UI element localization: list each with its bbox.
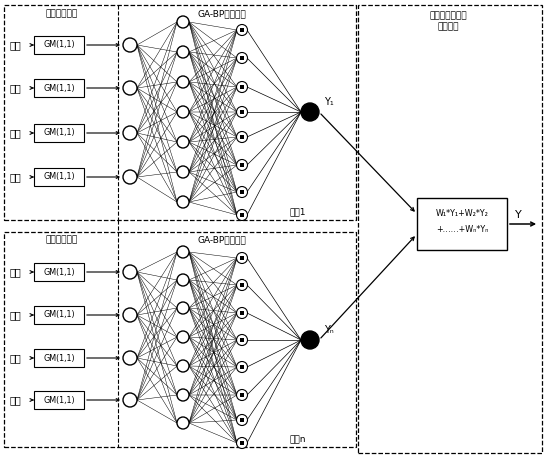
Circle shape bbox=[177, 76, 189, 88]
Text: GM(1,1): GM(1,1) bbox=[43, 173, 75, 181]
Circle shape bbox=[123, 393, 137, 407]
Text: GM(1,1): GM(1,1) bbox=[43, 40, 75, 49]
Circle shape bbox=[123, 170, 137, 184]
Text: 节点1: 节点1 bbox=[290, 207, 306, 217]
Circle shape bbox=[177, 246, 189, 258]
Bar bbox=[240, 441, 244, 445]
Text: +……+Wₙ*Yₙ: +……+Wₙ*Yₙ bbox=[436, 225, 488, 234]
Circle shape bbox=[177, 417, 189, 429]
Text: 光照: 光照 bbox=[10, 395, 22, 405]
Bar bbox=[34, 168, 84, 186]
Circle shape bbox=[236, 107, 247, 118]
Bar bbox=[240, 85, 244, 89]
Circle shape bbox=[177, 389, 189, 401]
Bar bbox=[240, 163, 244, 167]
Circle shape bbox=[236, 361, 247, 372]
Bar bbox=[240, 283, 244, 287]
Bar bbox=[4, 232, 356, 447]
Circle shape bbox=[236, 24, 247, 36]
Circle shape bbox=[177, 166, 189, 178]
Bar bbox=[240, 256, 244, 260]
Text: GA-BP神经网络: GA-BP神经网络 bbox=[197, 10, 246, 18]
Circle shape bbox=[236, 252, 247, 263]
Circle shape bbox=[236, 159, 247, 170]
Text: 光照: 光照 bbox=[10, 172, 22, 182]
Circle shape bbox=[236, 279, 247, 290]
Text: 温度: 温度 bbox=[10, 267, 22, 277]
Bar bbox=[358, 5, 542, 453]
Text: W₁*Y₁+W₂*Y₂: W₁*Y₁+W₂*Y₂ bbox=[435, 209, 488, 218]
Bar bbox=[34, 124, 84, 142]
Text: 多点氨气预测估: 多点氨气预测估 bbox=[429, 11, 467, 21]
Circle shape bbox=[301, 103, 319, 121]
Bar bbox=[34, 349, 84, 367]
Bar bbox=[240, 311, 244, 315]
Circle shape bbox=[236, 307, 247, 318]
Bar bbox=[34, 391, 84, 409]
Circle shape bbox=[236, 437, 247, 448]
Text: GM(1,1): GM(1,1) bbox=[43, 311, 75, 320]
Circle shape bbox=[177, 46, 189, 58]
Text: GA-BP神经网络: GA-BP神经网络 bbox=[197, 235, 246, 245]
Bar bbox=[240, 110, 244, 114]
Text: Y: Y bbox=[515, 210, 522, 220]
Text: 灰色预测模型: 灰色预测模型 bbox=[46, 10, 78, 18]
Bar bbox=[240, 56, 244, 60]
Bar bbox=[34, 79, 84, 97]
Circle shape bbox=[236, 131, 247, 142]
Circle shape bbox=[236, 82, 247, 93]
Circle shape bbox=[177, 274, 189, 286]
Text: 温度: 温度 bbox=[10, 40, 22, 50]
Bar bbox=[240, 365, 244, 369]
Circle shape bbox=[123, 38, 137, 52]
Circle shape bbox=[236, 209, 247, 220]
Bar bbox=[240, 190, 244, 194]
Text: Y₁: Y₁ bbox=[324, 97, 334, 107]
Circle shape bbox=[301, 331, 319, 349]
Bar bbox=[34, 306, 84, 324]
Circle shape bbox=[236, 334, 247, 345]
Bar bbox=[240, 135, 244, 139]
Bar bbox=[240, 213, 244, 217]
Text: 气流: 气流 bbox=[10, 353, 22, 363]
Text: GM(1,1): GM(1,1) bbox=[43, 396, 75, 404]
Circle shape bbox=[236, 53, 247, 64]
Text: 节点n: 节点n bbox=[290, 436, 306, 445]
Circle shape bbox=[177, 106, 189, 118]
Bar bbox=[240, 28, 244, 32]
Text: GM(1,1): GM(1,1) bbox=[43, 267, 75, 277]
Text: GM(1,1): GM(1,1) bbox=[43, 83, 75, 93]
Text: Yₙ: Yₙ bbox=[324, 325, 334, 335]
Circle shape bbox=[177, 302, 189, 314]
Text: GM(1,1): GM(1,1) bbox=[43, 354, 75, 362]
Circle shape bbox=[123, 308, 137, 322]
Bar bbox=[240, 418, 244, 422]
Text: 融合模型: 融合模型 bbox=[437, 22, 459, 32]
Text: 灰估预测模型: 灰估预测模型 bbox=[46, 235, 78, 245]
Bar bbox=[417, 198, 507, 250]
Text: 气流: 气流 bbox=[10, 128, 22, 138]
Bar bbox=[240, 393, 244, 397]
Circle shape bbox=[177, 331, 189, 343]
Circle shape bbox=[177, 136, 189, 148]
Circle shape bbox=[123, 265, 137, 279]
Circle shape bbox=[177, 360, 189, 372]
Bar bbox=[34, 36, 84, 54]
Bar bbox=[34, 263, 84, 281]
Circle shape bbox=[177, 16, 189, 28]
Bar bbox=[240, 338, 244, 342]
Circle shape bbox=[236, 186, 247, 197]
Text: GM(1,1): GM(1,1) bbox=[43, 129, 75, 137]
Circle shape bbox=[123, 351, 137, 365]
Text: 湿度: 湿度 bbox=[10, 310, 22, 320]
Circle shape bbox=[177, 196, 189, 208]
Circle shape bbox=[236, 389, 247, 400]
Text: 湿度: 湿度 bbox=[10, 83, 22, 93]
Circle shape bbox=[236, 414, 247, 425]
Circle shape bbox=[123, 126, 137, 140]
Bar bbox=[4, 5, 356, 220]
Circle shape bbox=[123, 81, 137, 95]
